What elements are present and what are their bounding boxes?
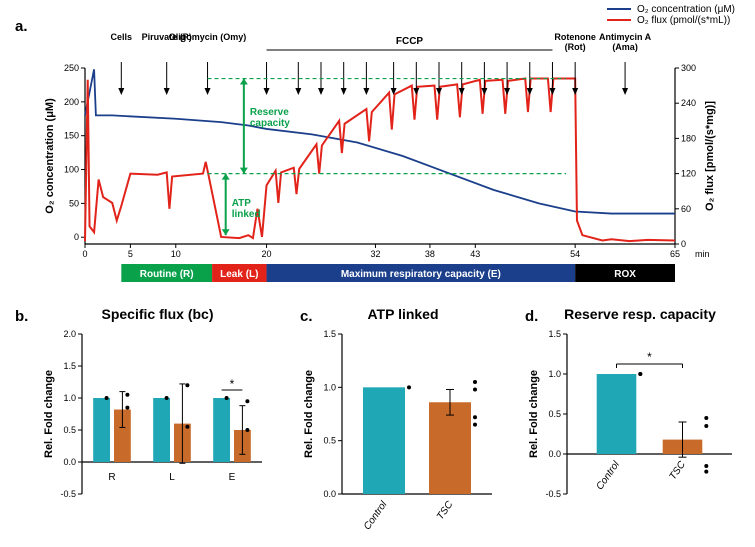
svg-text:Rotenone: Rotenone: [554, 32, 596, 42]
svg-text:54: 54: [570, 249, 580, 259]
svg-text:0: 0: [681, 239, 686, 249]
svg-text:150: 150: [64, 131, 79, 141]
svg-text:linked: linked: [232, 209, 261, 220]
svg-text:-0.5: -0.5: [60, 489, 76, 499]
panel-b-title: Specific flux (bc): [55, 306, 260, 322]
svg-text:0: 0: [82, 249, 87, 259]
svg-text:ROX: ROX: [614, 269, 636, 280]
svg-text:capacity: capacity: [250, 118, 290, 129]
panel-b-chart: -0.5 0.0 0.5 1.0 1.5 2.0 Rel. Fold change R L * E: [40, 326, 270, 536]
svg-text:38: 38: [425, 249, 435, 259]
svg-text:O₂ flux [pmol/(s*mg)]: O₂ flux [pmol/(s*mg)]: [704, 101, 716, 211]
svg-text:0.5: 0.5: [323, 436, 336, 446]
panel-d-title: Reserve resp. capacity: [540, 306, 740, 322]
svg-text:100: 100: [64, 165, 79, 175]
svg-text:TSC: TSC: [435, 499, 456, 522]
legend-o2-label: O₂ concentration (μM): [637, 4, 735, 15]
svg-text:R: R: [108, 472, 115, 483]
svg-text:240: 240: [681, 98, 696, 108]
svg-text:(Rot): (Rot): [565, 42, 586, 52]
panel-d-chart: -0.5 0.0 0.5 1.0 1.5 Rel. Fold change * Control…: [525, 326, 740, 536]
svg-text:32: 32: [370, 249, 380, 259]
svg-text:*: *: [230, 377, 235, 391]
svg-text:20: 20: [262, 249, 272, 259]
panel-a-chart: 0 50 100 150 200 250 0 60 120 180 240 300 0 5 10 20 32 38…: [40, 30, 720, 290]
panel-a-label: a.: [15, 18, 28, 35]
svg-text:Rel. Fold change: Rel. Fold change: [528, 370, 540, 458]
svg-text:0: 0: [74, 232, 79, 242]
svg-text:300: 300: [681, 63, 696, 73]
figure-root: O₂ concentration (μM) O₂ flux (pmol/(s*m…: [0, 0, 755, 547]
svg-text:250: 250: [64, 63, 79, 73]
svg-text:60: 60: [681, 204, 691, 214]
legend-o2: O₂ concentration (μM): [607, 4, 735, 15]
svg-text:1.0: 1.0: [548, 369, 561, 379]
svg-text:1.0: 1.0: [323, 382, 336, 392]
svg-text:Oligomycin (Omy): Oligomycin (Omy): [169, 32, 247, 42]
svg-text:1.5: 1.5: [548, 329, 561, 339]
svg-text:Control: Control: [594, 459, 622, 492]
svg-text:Routine (R): Routine (R): [140, 269, 194, 280]
svg-text:Reserve: Reserve: [250, 107, 289, 118]
svg-text:0.5: 0.5: [63, 425, 76, 435]
svg-text:*: *: [647, 350, 652, 364]
legend-flux: O₂ flux (pmol/(s*mL)): [607, 15, 735, 26]
svg-text:ATP: ATP: [232, 198, 252, 209]
svg-text:-0.5: -0.5: [545, 489, 561, 499]
svg-text:Rel. Fold change: Rel. Fold change: [43, 370, 55, 458]
panel-d-label: d.: [525, 308, 538, 325]
panel-b-label: b.: [15, 308, 28, 325]
svg-text:O₂ concentration (μM): O₂ concentration (μM): [44, 98, 56, 214]
svg-text:Cells: Cells: [111, 32, 133, 42]
svg-text:1.5: 1.5: [323, 329, 336, 339]
svg-text:5: 5: [128, 249, 133, 259]
svg-text:50: 50: [69, 198, 79, 208]
svg-text:1.5: 1.5: [63, 361, 76, 371]
svg-text:FCCP: FCCP: [396, 36, 424, 47]
svg-text:65: 65: [670, 249, 680, 259]
svg-text:2.0: 2.0: [63, 329, 76, 339]
panel-c-chart: 0.0 0.5 1.0 1.5 Rel. Fold change Control TSC: [300, 326, 500, 536]
svg-text:min: min: [695, 249, 710, 259]
svg-text:0.5: 0.5: [548, 409, 561, 419]
svg-text:120: 120: [681, 169, 696, 179]
svg-text:Control: Control: [362, 499, 390, 532]
svg-text:Leak (L): Leak (L): [220, 269, 258, 280]
legend: O₂ concentration (μM) O₂ flux (pmol/(s*m…: [607, 4, 735, 26]
panel-c-title: ATP linked: [318, 306, 488, 322]
svg-text:TSC: TSC: [667, 459, 688, 482]
svg-text:0.0: 0.0: [323, 489, 336, 499]
svg-text:200: 200: [64, 97, 79, 107]
svg-text:43: 43: [470, 249, 480, 259]
svg-text:0.0: 0.0: [63, 457, 76, 467]
svg-text:Rel. Fold change: Rel. Fold change: [303, 370, 315, 458]
legend-flux-label: O₂ flux (pmol/(s*mL)): [637, 15, 730, 26]
svg-text:L: L: [169, 472, 175, 483]
svg-text:180: 180: [681, 133, 696, 143]
panel-c-label: c.: [300, 308, 313, 325]
svg-text:Maximum respiratory capacity (: Maximum respiratory capacity (E): [341, 269, 501, 280]
svg-text:10: 10: [171, 249, 181, 259]
svg-text:1.0: 1.0: [63, 393, 76, 403]
svg-text:E: E: [229, 472, 236, 483]
svg-text:(Ama): (Ama): [612, 42, 638, 52]
svg-text:Antimycin A: Antimycin A: [599, 32, 652, 42]
svg-text:0.0: 0.0: [548, 449, 561, 459]
